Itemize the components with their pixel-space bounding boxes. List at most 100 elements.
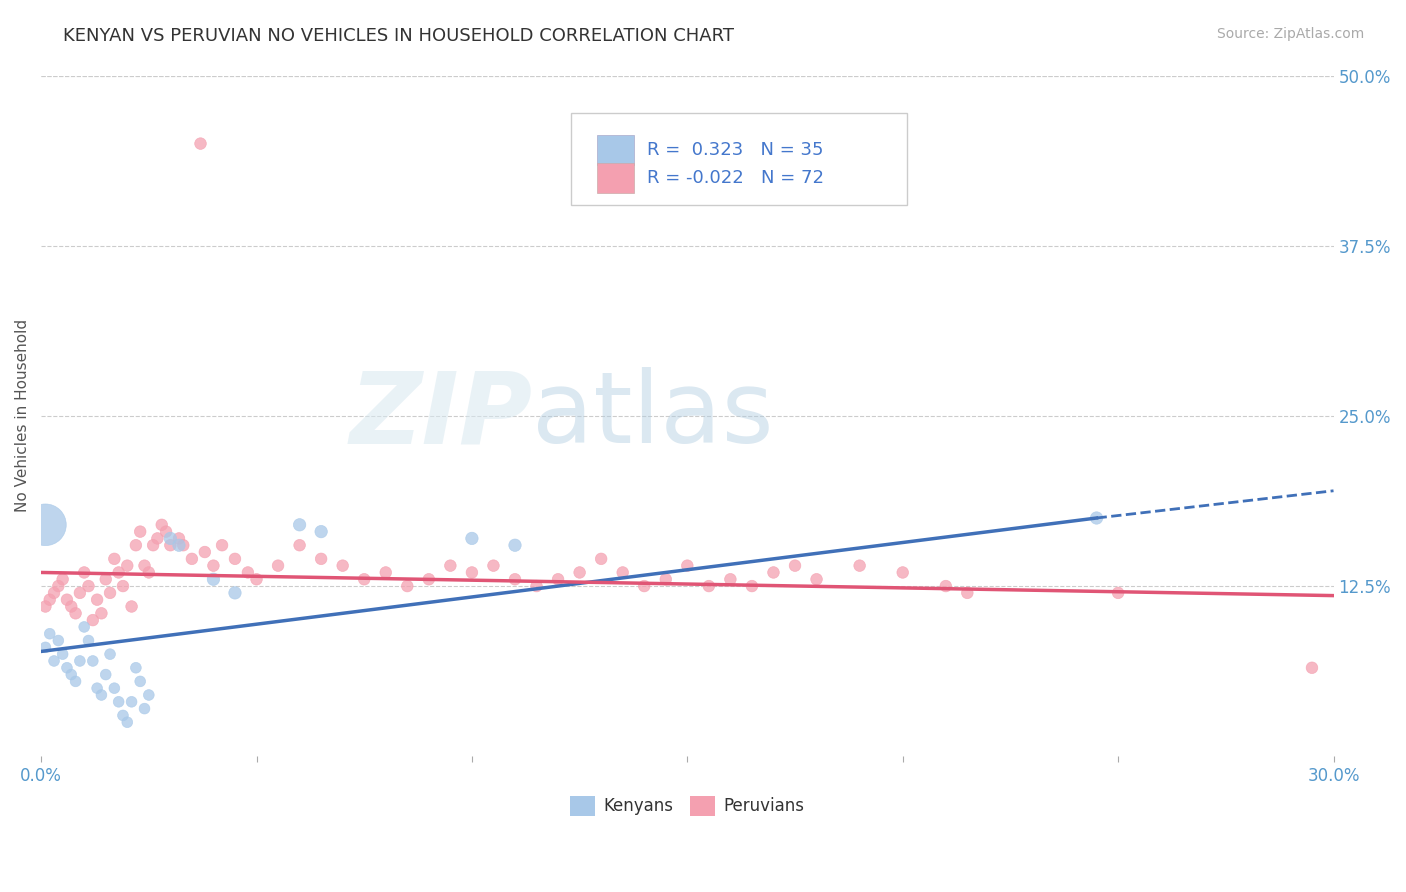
Text: atlas: atlas bbox=[533, 368, 773, 465]
Point bbox=[46, 579, 69, 593]
Point bbox=[69, 654, 91, 668]
Point bbox=[374, 566, 396, 580]
Point bbox=[86, 592, 108, 607]
Point bbox=[82, 654, 104, 668]
Y-axis label: No Vehicles in Household: No Vehicles in Household bbox=[15, 319, 30, 512]
Point bbox=[202, 558, 225, 573]
Point bbox=[190, 136, 212, 151]
Point bbox=[288, 517, 311, 532]
Point bbox=[353, 572, 375, 586]
Point bbox=[138, 566, 160, 580]
Point bbox=[418, 572, 440, 586]
Point bbox=[202, 572, 225, 586]
Point bbox=[52, 572, 75, 586]
Point bbox=[56, 661, 79, 675]
Point bbox=[309, 552, 332, 566]
Point bbox=[38, 626, 60, 640]
Point bbox=[34, 640, 56, 655]
Point bbox=[741, 579, 763, 593]
Point bbox=[38, 592, 60, 607]
Point bbox=[503, 538, 526, 552]
FancyBboxPatch shape bbox=[571, 113, 907, 205]
FancyBboxPatch shape bbox=[596, 136, 634, 165]
Point bbox=[180, 552, 202, 566]
Point bbox=[806, 572, 828, 586]
Point bbox=[56, 592, 79, 607]
Point bbox=[332, 558, 354, 573]
Text: R = -0.022   N = 72: R = -0.022 N = 72 bbox=[647, 169, 824, 186]
Point bbox=[891, 566, 914, 580]
Point bbox=[503, 572, 526, 586]
Point bbox=[288, 538, 311, 552]
Point bbox=[224, 586, 246, 600]
Point bbox=[60, 667, 83, 681]
Text: ZIP: ZIP bbox=[349, 368, 533, 465]
Point bbox=[69, 586, 91, 600]
Point bbox=[633, 579, 655, 593]
Point bbox=[482, 558, 505, 573]
Point bbox=[90, 607, 112, 621]
Point bbox=[194, 545, 217, 559]
Point bbox=[211, 538, 233, 552]
Point bbox=[155, 524, 177, 539]
Point bbox=[82, 613, 104, 627]
Point bbox=[125, 661, 148, 675]
Point bbox=[52, 647, 75, 661]
Point bbox=[107, 566, 129, 580]
Point bbox=[245, 572, 267, 586]
Point bbox=[98, 586, 121, 600]
Point bbox=[77, 633, 100, 648]
Point bbox=[65, 674, 87, 689]
Point bbox=[612, 566, 634, 580]
Point bbox=[121, 695, 143, 709]
Point bbox=[309, 524, 332, 539]
Point bbox=[1085, 511, 1108, 525]
Point bbox=[159, 532, 181, 546]
Point bbox=[439, 558, 461, 573]
Point bbox=[103, 681, 125, 696]
Point bbox=[935, 579, 957, 593]
Text: R =  0.323   N = 35: R = 0.323 N = 35 bbox=[647, 142, 824, 160]
Point bbox=[697, 579, 720, 593]
Point bbox=[396, 579, 419, 593]
Point bbox=[111, 579, 134, 593]
Point bbox=[121, 599, 143, 614]
Point bbox=[65, 607, 87, 621]
Point bbox=[134, 558, 156, 573]
Legend: Kenyans, Peruvians: Kenyans, Peruvians bbox=[564, 789, 811, 822]
Point bbox=[129, 524, 152, 539]
Point bbox=[848, 558, 870, 573]
Point bbox=[783, 558, 806, 573]
Point bbox=[236, 566, 259, 580]
Point bbox=[150, 517, 173, 532]
Point bbox=[129, 674, 152, 689]
Point bbox=[60, 599, 83, 614]
Point bbox=[90, 688, 112, 702]
Point bbox=[98, 647, 121, 661]
Point bbox=[167, 532, 190, 546]
Point bbox=[42, 654, 65, 668]
Point bbox=[117, 715, 139, 730]
Point bbox=[42, 586, 65, 600]
Point bbox=[86, 681, 108, 696]
Point bbox=[762, 566, 785, 580]
Point bbox=[526, 579, 548, 593]
FancyBboxPatch shape bbox=[596, 162, 634, 193]
Point bbox=[94, 572, 117, 586]
Point bbox=[134, 701, 156, 715]
Point bbox=[568, 566, 591, 580]
Point bbox=[676, 558, 699, 573]
Point bbox=[1107, 586, 1129, 600]
Text: KENYAN VS PERUVIAN NO VEHICLES IN HOUSEHOLD CORRELATION CHART: KENYAN VS PERUVIAN NO VEHICLES IN HOUSEH… bbox=[63, 27, 734, 45]
Point bbox=[94, 667, 117, 681]
Point bbox=[167, 538, 190, 552]
Point bbox=[591, 552, 613, 566]
Point bbox=[107, 695, 129, 709]
Point bbox=[103, 552, 125, 566]
Point bbox=[34, 599, 56, 614]
Point bbox=[159, 538, 181, 552]
Point bbox=[461, 532, 484, 546]
Point bbox=[956, 586, 979, 600]
Text: Source: ZipAtlas.com: Source: ZipAtlas.com bbox=[1216, 27, 1364, 41]
Point bbox=[73, 566, 96, 580]
